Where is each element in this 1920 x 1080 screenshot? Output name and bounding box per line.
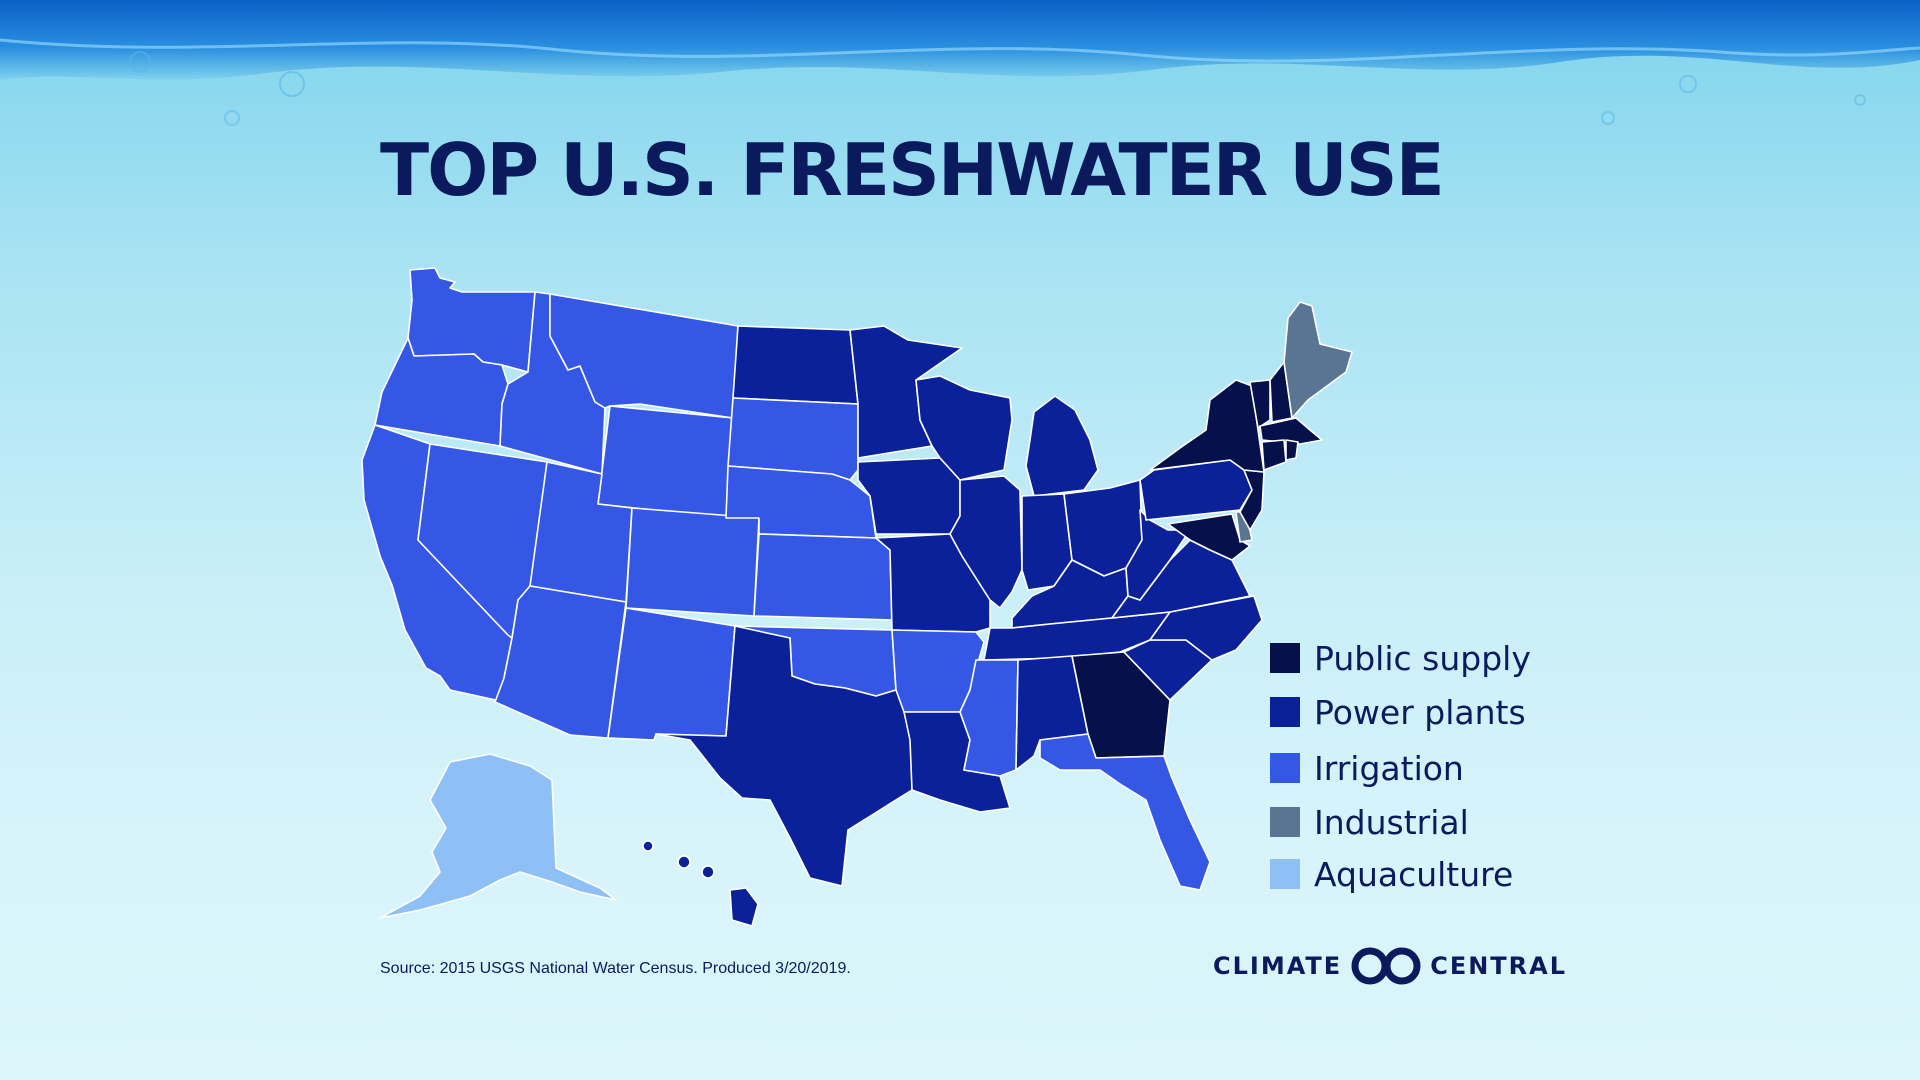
state-MI <box>1025 395 1099 497</box>
legend-label: Industrial <box>1314 802 1469 842</box>
state-ND <box>732 325 859 405</box>
state-MD <box>1167 513 1251 561</box>
state-FL <box>1039 733 1211 891</box>
page-title: TOP U.S. FRESHWATER USE <box>380 128 1445 212</box>
legend-label: Public supply <box>1314 638 1531 678</box>
logo-mark-icon <box>1351 947 1421 985</box>
legend-swatch <box>1270 643 1300 673</box>
water-surface-decoration <box>0 0 1920 126</box>
legend-label: Power plants <box>1314 692 1526 732</box>
state-MA <box>1259 417 1323 445</box>
state-RI <box>1285 439 1299 461</box>
legend-swatch <box>1270 697 1300 727</box>
legend-item-irrigation: Irrigation <box>1270 748 1464 788</box>
state-WI <box>915 375 1013 481</box>
state-WY <box>597 405 734 519</box>
state-CT <box>1261 439 1287 471</box>
legend-swatch <box>1270 753 1300 783</box>
state-NY <box>1149 379 1265 473</box>
state-TX <box>655 625 913 887</box>
source-note: Source: 2015 USGS National Water Census.… <box>380 960 851 977</box>
logo-text-left: CLIMATE <box>1213 952 1343 980</box>
state-VT <box>1249 379 1271 429</box>
state-ME <box>1283 301 1353 419</box>
logo-text-right: CENTRAL <box>1430 952 1568 980</box>
legend-swatch <box>1270 807 1300 837</box>
legend-item-power-plants: Power plants <box>1270 692 1526 732</box>
legend-item-industrial: Industrial <box>1270 802 1469 842</box>
climate-central-logo: CLIMATE CENTRAL <box>1213 944 1567 988</box>
state-KS <box>753 533 893 621</box>
state-NM <box>607 607 736 741</box>
state-HI <box>677 855 691 869</box>
state-AK <box>379 753 617 919</box>
state-CO <box>625 507 760 617</box>
legend-item-public-supply: Public supply <box>1270 638 1531 678</box>
state-HI <box>701 865 715 879</box>
legend-label: Irrigation <box>1314 748 1464 788</box>
state-HI <box>729 887 759 927</box>
state-HI <box>642 840 654 852</box>
legend-item-aquaculture: Aquaculture <box>1270 854 1514 894</box>
state-IL <box>949 475 1023 609</box>
legend-swatch <box>1270 859 1300 889</box>
legend-label: Aquaculture <box>1314 854 1514 894</box>
